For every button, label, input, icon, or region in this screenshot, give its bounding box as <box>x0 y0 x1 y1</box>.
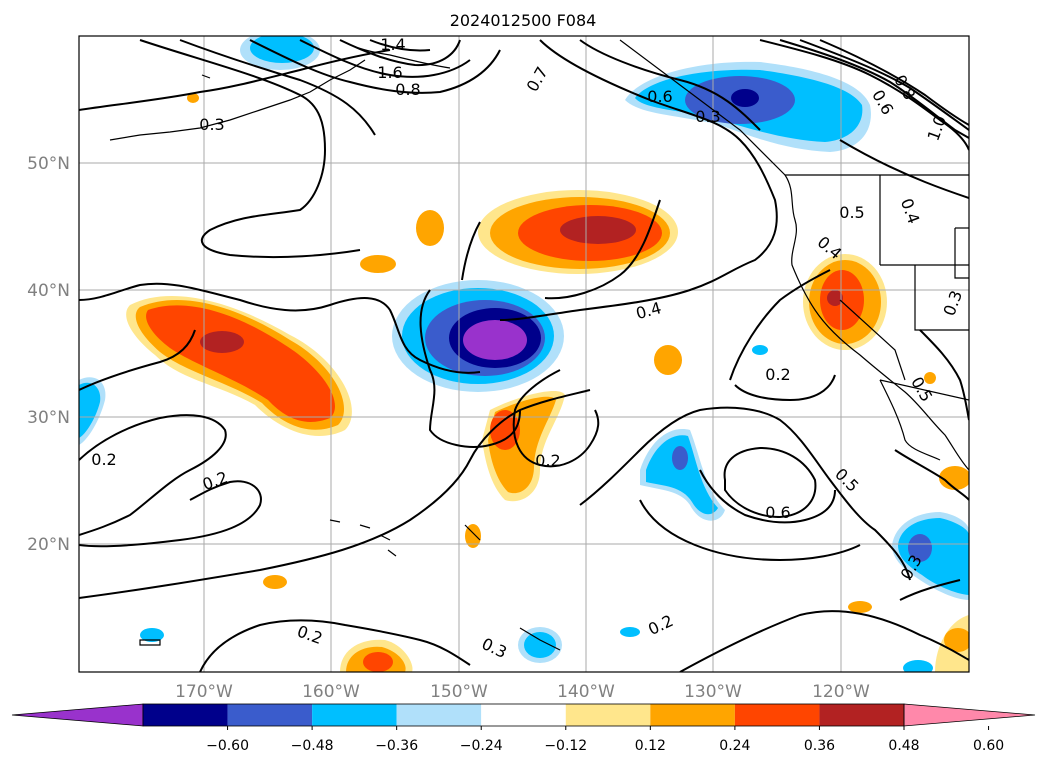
contour-label: 1.4 <box>380 35 405 54</box>
contour-lines <box>79 39 969 672</box>
colorbar-segment <box>143 704 228 726</box>
contour-label: 1.6 <box>377 63 402 82</box>
colorbar-segment <box>227 704 313 726</box>
colorbar-tick-label: 0.48 <box>888 738 919 754</box>
colorbar-segment <box>565 704 651 726</box>
contour-label: 0.3 <box>695 107 720 126</box>
map-frame <box>78 35 970 673</box>
contour-label: 0.2 <box>91 450 116 469</box>
lon-label: 170°W <box>175 682 233 702</box>
colorbar-tick-label: 0.24 <box>719 738 750 754</box>
lon-label: 130°W <box>684 682 742 702</box>
map-title: 2024012500 F084 <box>450 11 597 30</box>
colorbar-segment <box>481 704 566 726</box>
colorbar-tick-label: −0.36 <box>375 738 418 754</box>
contour-label: 0.2 <box>535 451 560 470</box>
colorbar-tick-label: −0.24 <box>460 738 503 754</box>
colorbar-segment <box>396 704 482 726</box>
coastlines <box>109 39 969 651</box>
contour-label: 0.5 <box>839 203 864 222</box>
colorbar-tick-label: −0.48 <box>291 738 334 754</box>
lon-label: 140°W <box>557 682 615 702</box>
contour-label: 0.6 <box>765 503 790 522</box>
colorbar-tick-label: −0.12 <box>544 738 587 754</box>
contour-label: 0.2 <box>765 365 790 384</box>
lon-label: 120°W <box>812 682 870 702</box>
contour-label: 0.3 <box>199 115 224 134</box>
colorbar-extend-low <box>11 703 144 727</box>
lat-label: 40°N <box>27 281 70 301</box>
contour-label: 0.8 <box>395 80 420 99</box>
lat-label: 50°N <box>27 154 70 174</box>
map-panel: 1.4 1.6 0.8 0.7 0.3 0.6 0.3 0.6 0.8 1.0 … <box>78 35 970 673</box>
colorbar-tick-label: 0.60 <box>973 738 1004 754</box>
lon-label: 160°W <box>302 682 360 702</box>
graticule <box>79 36 969 672</box>
colorbar-outline <box>142 703 905 727</box>
contour-label: 0.6 <box>647 87 672 106</box>
lat-label: 20°N <box>27 535 70 555</box>
colorbar-tick-label: −0.60 <box>206 738 249 754</box>
colorbar-segment <box>819 704 904 726</box>
colorbar-segment <box>312 704 397 726</box>
longitude-labels: 170°W 160°W 150°W 140°W 130°W 120°W <box>175 682 870 702</box>
colorbar-extend-high <box>903 703 1036 727</box>
colorbar-tick-label: 0.36 <box>804 738 835 754</box>
colorbar: −0.60 −0.48 −0.36 −0.24 −0.12 0.12 0.24 0.36 0.4… <box>11 703 1036 754</box>
colorbar-segment <box>650 704 735 726</box>
colorbar-segment <box>734 704 820 726</box>
latitude-labels: 50°N 40°N 30°N 20°N <box>27 154 70 555</box>
lon-label: 150°W <box>430 682 488 702</box>
lat-label: 30°N <box>27 408 70 428</box>
colorbar-tick-label: 0.12 <box>635 738 666 754</box>
